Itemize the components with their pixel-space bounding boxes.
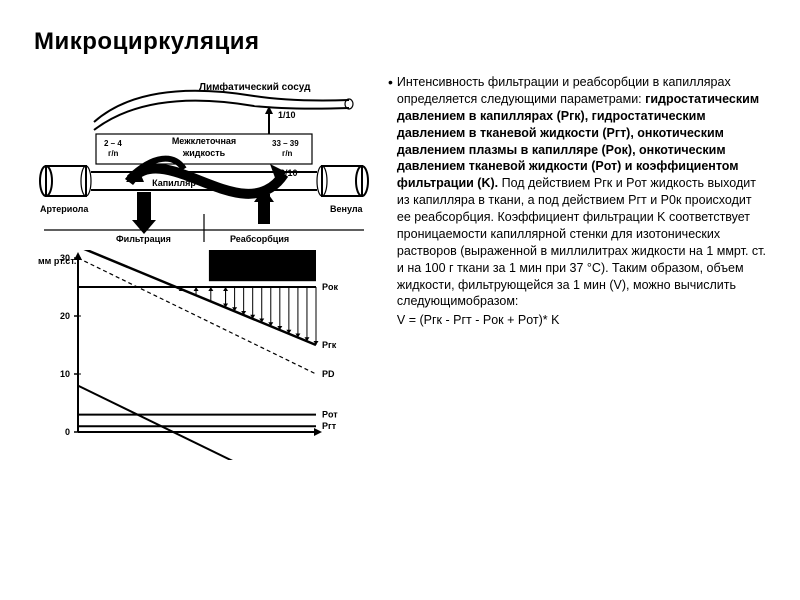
svg-text:Pот: Pот (322, 410, 338, 420)
svg-text:30: 30 (60, 253, 70, 263)
label-frac-right-1: 33 – 39 (272, 139, 299, 148)
label-arteriole: Артериола (40, 204, 89, 214)
svg-text:г/n: г/n (108, 149, 119, 158)
svg-text:20: 20 (60, 311, 70, 321)
content: Лимфатический сосуд 1/10 Артериола Венул… (34, 74, 766, 460)
label-lymph: Лимфатический сосуд (199, 81, 311, 93)
right-column: Интенсивность фильтрации и реабсорбции в… (388, 74, 766, 460)
left-column: Лимфатический сосуд 1/10 Артериола Венул… (34, 74, 374, 460)
label-filtration: Фильтрация (116, 234, 171, 244)
svg-text:Pгт: Pгт (322, 421, 337, 431)
svg-text:Pгк: Pгк (322, 340, 337, 350)
svg-text:10: 10 (60, 369, 70, 379)
svg-text:0: 0 (65, 427, 70, 437)
label-venule: Венула (330, 204, 364, 214)
label-intercell-2: жидкость (182, 148, 226, 158)
svg-text:Pок: Pок (322, 282, 339, 292)
svg-text:мм рт.ст.: мм рт.ст. (38, 256, 76, 266)
svg-text:г/n: г/n (282, 149, 293, 158)
svg-text:PD: PD (322, 369, 335, 379)
bullet-paragraph: Интенсивность фильтрации и реабсорбции в… (388, 74, 766, 329)
label-reabsorption: Реабсорбция (230, 234, 289, 244)
capillary-diagram: Лимфатический сосуд 1/10 Артериола Венул… (34, 74, 374, 244)
main-text: Под действием Pгк и Pот жидкость выходит… (397, 176, 766, 308)
pressure-chart: мм рт.ст.0102030PгкPокPDPэффPотPгт (34, 250, 374, 460)
page-title: Микроциркуляция (34, 28, 766, 56)
label-top-frac: 1/10 (278, 110, 296, 120)
label-intercell-1: Межклеточная (172, 136, 236, 146)
formula: V = (Pгк - Pгт - Pок + Pот)* K (397, 312, 766, 329)
label-frac-left-1: 2 – 4 (104, 139, 122, 148)
